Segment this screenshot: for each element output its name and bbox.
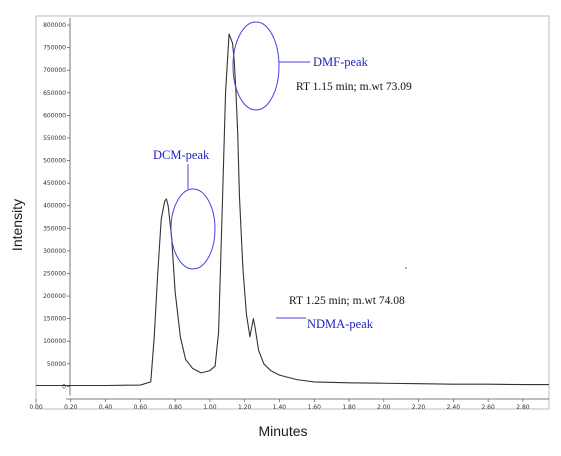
y-tick-label: 350000 — [43, 225, 66, 232]
y-tick-label: 650000 — [43, 90, 66, 97]
x-tick-label: 2.40 — [447, 404, 461, 411]
series-layer — [36, 33, 549, 387]
x-tick-label: 1.60 — [308, 404, 322, 411]
y-tick-label: 0 — [62, 383, 66, 390]
x-axis: 0.00 0.20 0.40 0.60 0.80 1.00 1.20 1.40 1.60 1.80… — [29, 398, 549, 411]
y-tick-label: 550000 — [43, 135, 66, 142]
dcm-peak-circle — [170, 188, 216, 270]
y-tick-label: 200000 — [43, 293, 66, 300]
y-tick-label: 600000 — [43, 112, 66, 119]
x-tick-label: 0.20 — [64, 404, 78, 411]
y-tick-label: 450000 — [43, 180, 66, 187]
x-tick-label: 1.20 — [238, 404, 252, 411]
y-tick-label: 150000 — [43, 316, 66, 323]
x-tick-label: 1.80 — [342, 404, 356, 411]
y-tick-label: 750000 — [43, 45, 66, 52]
dmf-peak-circle — [232, 21, 280, 111]
dmf-peak-note: RT 1.15 min; m.wt 73.09 — [296, 81, 412, 93]
y-tick-label: 700000 — [43, 67, 66, 74]
y-tick-label: 250000 — [43, 270, 66, 277]
x-tick-label: 2.20 — [412, 404, 426, 411]
x-tick-label: 1.00 — [203, 404, 217, 411]
x-tick-label: 0.40 — [99, 404, 113, 411]
x-tick-label: 2.80 — [516, 404, 530, 411]
chromatogram-line — [36, 33, 549, 387]
x-tick-label: 2.00 — [377, 404, 391, 411]
x-tick-label: 0.00 — [29, 404, 43, 411]
ndma-peak-note: RT 1.25 min; m.wt 74.08 — [289, 295, 405, 307]
y-axis-title: Intensity — [9, 199, 25, 251]
dmf-peak-label: DMF-peak — [313, 55, 369, 69]
y-axis: 0 50000 100000 150000 200000 250000 300000 3500… — [43, 18, 71, 396]
plot-frame — [35, 15, 550, 410]
y-tick-label: 50000 — [47, 361, 66, 368]
x-tick-label: 0.60 — [134, 404, 148, 411]
x-axis-title: Minutes — [258, 423, 307, 439]
y-tick-label: 100000 — [43, 338, 66, 345]
x-tick-label: 2.60 — [481, 404, 495, 411]
y-tick-label: 300000 — [43, 248, 66, 255]
stray-dot — [405, 267, 407, 269]
x-tick-label: 0.80 — [168, 404, 182, 411]
ndma-peak-label: NDMA-peak — [307, 317, 374, 331]
x-tick-label: 1.40 — [273, 404, 287, 411]
dcm-peak-label: DCM-peak — [153, 148, 210, 162]
y-tick-label: 500000 — [43, 158, 66, 165]
annotation-layer: DMF-peak RT 1.15 min; m.wt 73.09 DCM-pea… — [153, 21, 412, 331]
y-tick-label: 800000 — [43, 22, 66, 29]
y-tick-label: 400000 — [43, 203, 66, 210]
